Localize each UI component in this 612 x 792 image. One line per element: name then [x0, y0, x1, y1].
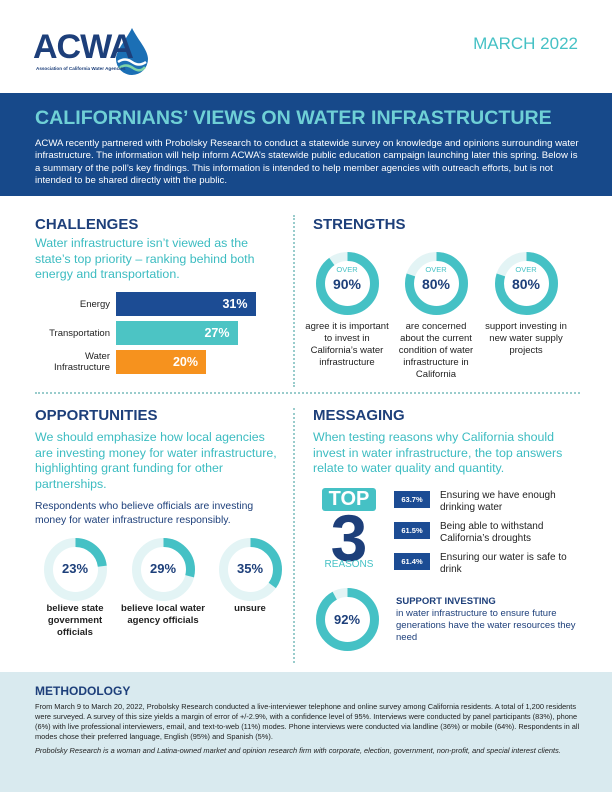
support-text: in water infrastructure to ensure future…	[396, 608, 576, 643]
donut-prefix: OVER	[336, 265, 358, 274]
date: MARCH 2022	[473, 34, 578, 53]
section-lead: When testing reasons why California shou…	[313, 430, 563, 476]
donut-caption: agree it is important to invest in Calif…	[305, 321, 389, 368]
donut-value: 35%	[236, 561, 264, 576]
top-number: 3	[330, 501, 368, 575]
bar: 31%	[116, 292, 256, 316]
top-caption: REASONS	[324, 559, 374, 570]
donut-value: 80%	[511, 276, 541, 292]
top-word: TOP	[322, 488, 376, 511]
banner	[0, 93, 612, 196]
section-subhead: Respondents who believe officials are in…	[35, 501, 254, 526]
bar-label: Water Infrastructure	[54, 351, 110, 373]
bar-value: 20%	[172, 355, 198, 369]
section-heading: MESSAGING	[313, 407, 405, 424]
donut-arc	[131, 537, 195, 601]
section-lead: We should emphasize how local agencies a…	[35, 430, 277, 491]
reason-text: Ensuring we have enough drinking water	[440, 490, 556, 513]
reason-value: 61.4%	[401, 557, 423, 566]
donut-arc	[494, 251, 558, 315]
donut-value: 92%	[333, 612, 361, 627]
reason-box: 61.5%	[394, 522, 430, 539]
section-heading: STRENGTHS	[313, 216, 406, 233]
donut-arc	[315, 251, 379, 315]
bar-label: Transportation	[49, 327, 110, 339]
donut	[404, 251, 468, 315]
divider	[35, 392, 580, 394]
donut-arc	[218, 537, 282, 601]
donut-caption: unsure	[234, 603, 266, 614]
donut	[131, 537, 195, 601]
methodology-bg	[0, 672, 612, 792]
donut-caption: are concerned about the current conditio…	[398, 321, 474, 380]
donut	[315, 587, 379, 651]
reason-value: 63.7%	[401, 495, 423, 504]
donut-arc	[315, 587, 379, 651]
donut-prefix: OVER	[425, 265, 447, 274]
reason-box: 61.4%	[394, 553, 430, 570]
donut	[218, 537, 282, 601]
divider	[293, 215, 295, 387]
support-heading: SUPPORT INVESTING	[396, 596, 496, 607]
methodology-heading: METHODOLOGY	[35, 684, 131, 698]
donut-prefix: OVER	[515, 265, 537, 274]
logo-text: ACWA	[33, 28, 134, 66]
donut-value: 80%	[421, 276, 451, 292]
donut	[494, 251, 558, 315]
logo-drop	[116, 28, 148, 75]
banner-intro: ACWA recently partnered with Probolsky R…	[35, 138, 579, 186]
donut	[315, 251, 379, 315]
donut-caption: believe local water agency officials	[121, 603, 205, 626]
divider	[293, 408, 295, 663]
section-lead: Water infrastructure isn’t viewed as the…	[35, 236, 255, 282]
donut-value: 90%	[332, 276, 362, 292]
logo-subtitle: Association of California Water Agencies	[36, 66, 126, 71]
bar: 27%	[116, 321, 238, 345]
bar-value: 31%	[222, 297, 248, 311]
bar-value: 27%	[204, 326, 230, 340]
section-heading: CHALLENGES	[35, 216, 139, 233]
donut-arc	[404, 251, 468, 315]
reason-text: Being able to withstand California’s dro…	[440, 521, 544, 544]
bar-label: Energy	[79, 298, 110, 310]
donut	[43, 537, 107, 601]
reason-value: 61.5%	[401, 526, 423, 535]
donut-caption: support investing in new water supply pr…	[485, 321, 567, 356]
section-heading: OPPORTUNITIES	[35, 407, 158, 424]
donut-arc	[43, 537, 107, 601]
methodology-note: Probolsky Research is a woman and Latina…	[35, 746, 561, 755]
reason-text: Ensuring our water is safe to drink	[440, 552, 567, 575]
donut-value: 23%	[61, 561, 89, 576]
reason-box: 63.7%	[394, 491, 430, 508]
donut-caption: believe state government officials	[46, 603, 104, 638]
bar: 20%	[116, 350, 206, 374]
banner-title: CALIFORNIANS’ VIEWS ON WATER INFRASTRUCT…	[35, 107, 552, 129]
methodology-body: From March 9 to March 20, 2022, Probolsk…	[35, 702, 580, 741]
donut-value: 29%	[149, 561, 177, 576]
